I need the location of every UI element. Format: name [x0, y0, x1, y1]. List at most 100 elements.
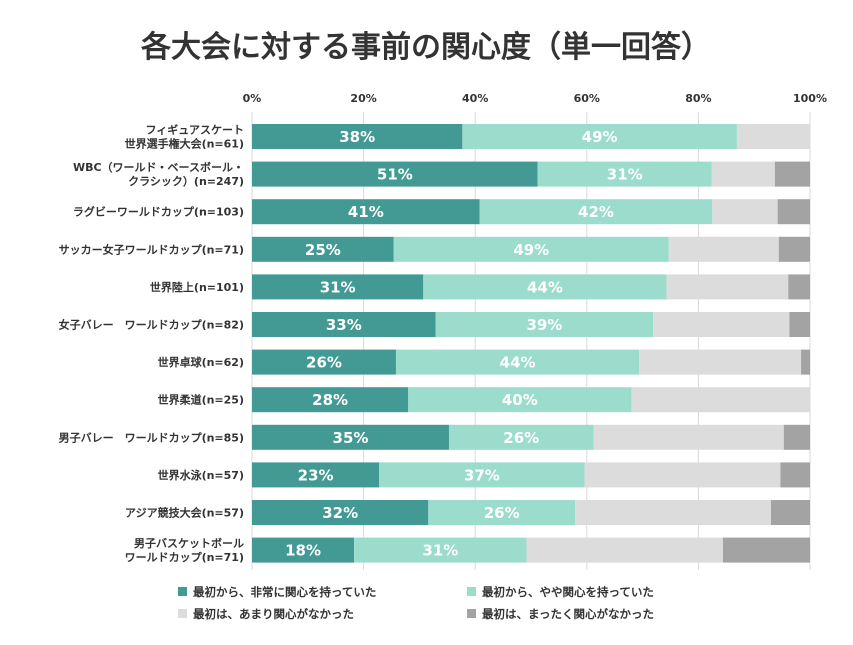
category-label: ラグビーワールドカップ(n=103)	[73, 205, 244, 219]
data-label: 23%	[298, 466, 334, 484]
bar-segment	[639, 349, 802, 375]
data-label: 32%	[322, 504, 358, 522]
legend-swatch	[467, 609, 476, 618]
bar-segment	[252, 500, 429, 525]
x-tick-label: 60%	[574, 92, 600, 105]
data-label: 44%	[527, 278, 563, 296]
bar-segment	[778, 236, 810, 262]
bar-segment	[448, 424, 594, 450]
data-label: 31%	[422, 542, 458, 560]
bar-segment	[770, 500, 810, 525]
bar-segment	[631, 387, 810, 413]
data-label: 40%	[502, 391, 538, 409]
data-label: 25%	[305, 241, 341, 259]
legend-label: 最初は、まったく関心がなかった	[482, 607, 654, 621]
data-label: 31%	[320, 278, 356, 296]
bar-segment	[252, 349, 396, 375]
category-label: クラシック）(n=247)	[128, 175, 244, 188]
x-tick-label: 100%	[793, 92, 827, 105]
x-axis-ticks: 0% 20% 40% 60% 80% 100%	[243, 92, 827, 105]
x-tick-label: 0%	[243, 92, 262, 105]
data-label: 49%	[513, 241, 549, 259]
data-label: 37%	[464, 466, 500, 484]
bar-segment	[435, 312, 654, 337]
bar-segment	[801, 349, 810, 375]
data-label: 33%	[326, 316, 362, 334]
x-tick-label: 80%	[685, 92, 711, 105]
bar-segment	[788, 274, 810, 300]
legend-swatch	[178, 609, 187, 618]
category-label: 男子バレー ワールドカップ(n=85)	[59, 430, 244, 444]
category-label: フィギュアスケート	[145, 123, 244, 137]
category-label: 女子バレー ワールドカップ(n=82)	[59, 318, 244, 332]
bar-segment	[462, 124, 737, 149]
data-label: 28%	[312, 391, 348, 409]
category-label: 世界柔道(n=25)	[158, 393, 244, 407]
gridlines	[251, 112, 811, 570]
legend-label: 最初は、あまり関心がなかった	[193, 607, 354, 621]
data-label: 51%	[377, 166, 413, 184]
bar-segment	[722, 537, 810, 563]
bar-segment	[354, 537, 527, 563]
legend-label: 最初から、やや関心を持っていた	[482, 585, 654, 599]
bar-segment	[783, 424, 810, 450]
bar-segment	[252, 161, 538, 187]
legend-swatch	[467, 587, 476, 596]
category-label: WBC（ワールド・ベースボール・	[73, 160, 244, 174]
bar-segment	[252, 537, 355, 563]
data-label: 18%	[285, 542, 321, 560]
bar-segment	[252, 199, 480, 225]
bar-segment	[408, 387, 632, 413]
bar-segment	[666, 274, 789, 300]
data-label: 49%	[582, 128, 618, 146]
bar-segment	[537, 161, 712, 187]
bar-segment	[789, 312, 810, 337]
bar-segment	[252, 387, 409, 413]
category-label: 世界陸上(n=101)	[150, 280, 244, 294]
legend-label: 最初から、非常に関心を持っていた	[193, 585, 376, 599]
bar-segment	[252, 424, 449, 450]
bar-segment	[711, 161, 775, 187]
bar-segment	[252, 274, 424, 300]
chart-title: 各大会に対する事前の関心度（単一回答）	[140, 30, 711, 65]
legend: 最初から、非常に関心を持っていた 最初から、やや関心を持っていた最初は、あまり関心…	[178, 585, 654, 621]
bar-segment	[653, 312, 790, 337]
data-label: 39%	[526, 316, 562, 334]
bar-segment	[777, 199, 810, 225]
data-label: 26%	[503, 429, 539, 447]
bar-segment	[252, 462, 380, 488]
bar-segment	[479, 199, 713, 225]
data-label: 31%	[607, 166, 643, 184]
legend-swatch	[178, 587, 187, 596]
category-label: 男子バスケットボール	[134, 536, 244, 550]
bar-segment	[584, 462, 781, 488]
category-label: 世界卓球(n=62)	[158, 355, 244, 369]
bar-segment	[395, 349, 640, 375]
data-label: 35%	[333, 429, 369, 447]
data-label: 26%	[306, 354, 342, 372]
x-tick-label: 40%	[462, 92, 488, 105]
bar-segment	[712, 199, 778, 225]
bar-segment	[593, 424, 784, 450]
bar-segment	[526, 537, 723, 563]
bar-segment	[252, 236, 394, 262]
bar-segment	[423, 274, 667, 300]
category-label: サッカー女子ワールドカップ(n=71)	[59, 242, 244, 256]
bar-segment	[668, 236, 779, 262]
bar-segment	[780, 462, 810, 488]
category-label: アジア競技大会(n=57)	[125, 506, 244, 520]
bar-segment	[736, 124, 810, 149]
data-label: 26%	[484, 504, 520, 522]
category-label: 世界水泳(n=57)	[158, 468, 244, 482]
bar-segment	[252, 312, 436, 337]
category-label: 世界選手権大会(n=61)	[125, 137, 244, 151]
bar-segment	[428, 500, 576, 525]
bars: 38% 49% 51% 31% 41% 42% 25% 49% 31% 44% 33% 39% 26% 4…	[252, 124, 810, 563]
category-label: ワールドカップ(n=71)	[125, 550, 244, 564]
data-label: 41%	[348, 203, 384, 221]
bar-segment	[575, 500, 771, 525]
data-label: 42%	[578, 203, 614, 221]
bar-segment	[774, 161, 810, 187]
